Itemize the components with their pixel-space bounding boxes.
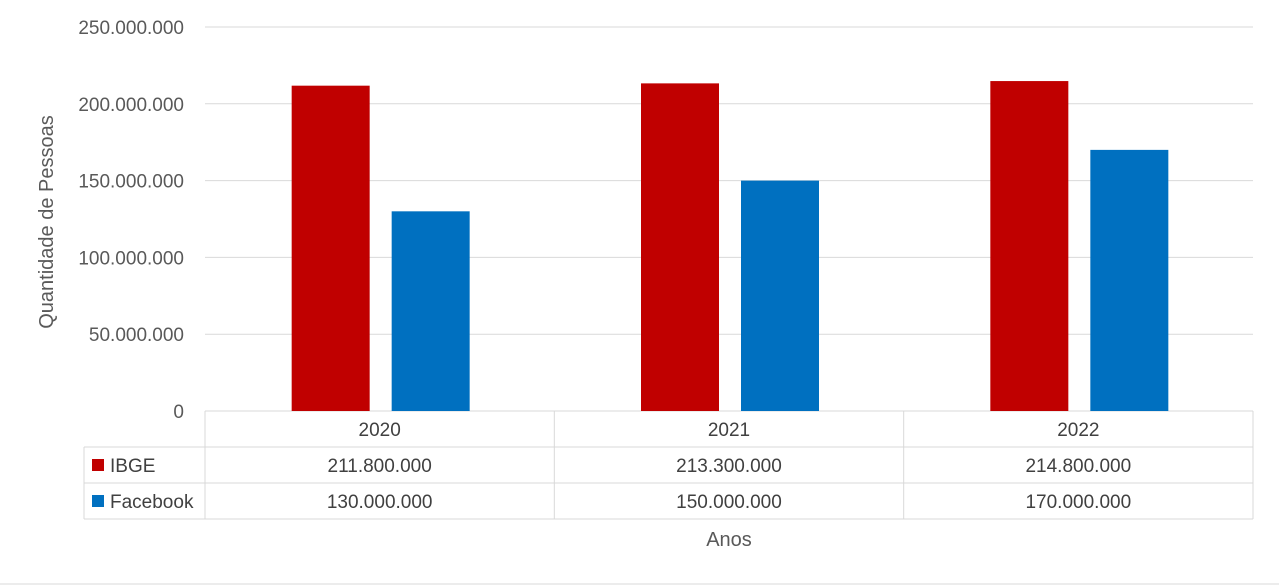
legend-key-ibge xyxy=(92,459,104,471)
bar-facebook-2021 xyxy=(741,180,819,411)
bar-ibge-2022 xyxy=(990,81,1069,411)
data-table-value: 214.800.000 xyxy=(1025,456,1131,477)
gridlines xyxy=(205,26,1253,412)
data-table-value: 150.000.000 xyxy=(676,492,782,513)
bar-facebook-2020 xyxy=(391,211,470,411)
data-table-value: 211.800.000 xyxy=(328,456,432,477)
bar-ibge-2020 xyxy=(291,85,370,411)
legend-label: IBGE xyxy=(110,456,155,477)
data-table: 2020 2021 2022 IBGE 211.800.000 213.300.000 21… xyxy=(83,411,1254,520)
bar-facebook-2022 xyxy=(1090,149,1169,411)
x-tick-label: 2022 xyxy=(1057,420,1099,441)
data-table-value: 130.000.000 xyxy=(327,492,433,513)
data-table-value: 170.000.000 xyxy=(1025,492,1131,513)
data-table-value: 213.300.000 xyxy=(676,456,782,477)
x-tick-label: 2021 xyxy=(708,420,750,441)
y-tick-label: 0 xyxy=(173,402,184,423)
legend-label: Facebook xyxy=(110,492,194,513)
x-axis-title: Anos xyxy=(706,529,752,551)
y-axis-title: Quantidade de Pessoas xyxy=(36,115,58,329)
y-tick-label: 250.000.000 xyxy=(78,18,184,39)
bars xyxy=(291,81,1169,411)
y-tick-label: 50.000.000 xyxy=(89,325,184,346)
legend-key-facebook xyxy=(92,495,104,507)
y-axis-ticks: 0 50.000.000 100.000.000 150.000.000 200.000… xyxy=(78,18,184,423)
y-tick-label: 200.000.000 xyxy=(78,95,184,116)
bar-ibge-2021 xyxy=(641,83,719,411)
y-tick-label: 150.000.000 xyxy=(78,172,184,193)
y-tick-label: 100.000.000 xyxy=(78,248,184,269)
x-tick-label: 2020 xyxy=(359,420,401,441)
